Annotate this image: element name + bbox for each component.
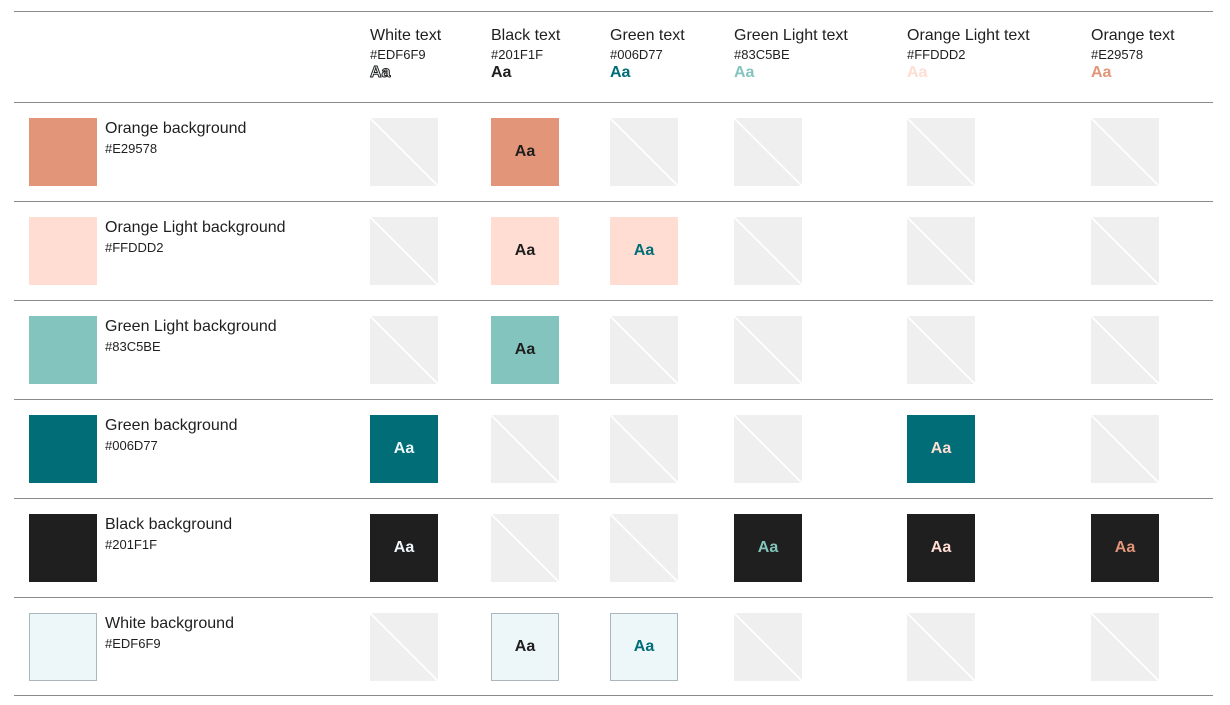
table-row: Black background #201F1F Aa Aa Aa Aa	[0, 498, 1230, 596]
not-accessible-cell	[610, 415, 678, 483]
background-swatch	[29, 613, 97, 681]
not-accessible-cell	[1091, 415, 1159, 483]
contrast-sample-cell: Aa	[610, 217, 678, 285]
table-bottom-rule	[14, 695, 1213, 696]
contrast-sample-cell: Aa	[370, 514, 438, 582]
row-rule	[14, 399, 1213, 400]
table-row: Orange Light background #FFDDD2 Aa Aa	[0, 201, 1230, 299]
not-accessible-cell	[370, 217, 438, 285]
contrast-sample-cell: Aa	[610, 613, 678, 681]
text-sample: Aa	[907, 64, 928, 81]
contrast-sample-cell: Aa	[907, 415, 975, 483]
not-accessible-cell	[907, 316, 975, 384]
not-accessible-cell	[491, 514, 559, 582]
column-name: Green Light text	[734, 27, 848, 44]
not-accessible-cell	[1091, 217, 1159, 285]
contrast-sample-cell: Aa	[491, 613, 559, 681]
not-accessible-cell	[907, 118, 975, 186]
not-accessible-cell	[610, 118, 678, 186]
column-hex: #EDF6F9	[370, 47, 426, 62]
text-sample: Aa	[734, 64, 755, 81]
not-accessible-cell	[734, 415, 802, 483]
background-name: Orange background	[105, 120, 247, 137]
column-header: Orange text #E29578 Aa	[1091, 26, 1175, 83]
background-name: White background	[105, 615, 234, 632]
table-top-rule	[14, 11, 1213, 12]
column-hex: #FFDDD2	[907, 47, 966, 62]
contrast-sample-cell: Aa	[370, 415, 438, 483]
contrast-sample-cell: Aa	[1091, 514, 1159, 582]
column-header: Green text #006D77 Aa	[610, 26, 685, 83]
not-accessible-cell	[734, 118, 802, 186]
background-swatch	[29, 415, 97, 483]
not-accessible-cell	[370, 118, 438, 186]
not-accessible-cell	[734, 316, 802, 384]
not-accessible-cell	[734, 217, 802, 285]
not-accessible-cell	[1091, 118, 1159, 186]
background-hex: #83C5BE	[105, 339, 161, 354]
row-rule	[14, 300, 1213, 301]
background-name: Black background	[105, 516, 233, 533]
column-hex: #E29578	[1091, 47, 1144, 62]
column-name: White text	[370, 27, 442, 44]
text-sample: Aa	[491, 64, 512, 81]
not-accessible-cell	[1091, 613, 1159, 681]
contrast-sample-cell: Aa	[491, 316, 559, 384]
background-hex: #FFDDD2	[105, 240, 164, 255]
not-accessible-cell	[370, 613, 438, 681]
not-accessible-cell	[491, 415, 559, 483]
table-row: White background #EDF6F9 Aa Aa	[0, 597, 1230, 695]
column-name: Orange text	[1091, 27, 1175, 44]
background-name: Green background	[105, 417, 238, 434]
column-hex: #83C5BE	[734, 47, 790, 62]
row-rule	[14, 102, 1213, 103]
background-name: Orange Light background	[105, 219, 286, 236]
column-header: Black text #201F1F Aa	[491, 26, 560, 83]
contrast-sample-cell: Aa	[907, 514, 975, 582]
row-rule	[14, 201, 1213, 202]
column-name: Orange Light text	[907, 27, 1030, 44]
column-name: Black text	[491, 27, 561, 44]
not-accessible-cell	[907, 613, 975, 681]
column-header: Orange Light text #FFDDD2 Aa	[907, 26, 1030, 83]
contrast-sample-cell: Aa	[491, 118, 559, 186]
contrast-sample-cell: Aa	[734, 514, 802, 582]
table-row: Green background #006D77 Aa Aa	[0, 399, 1230, 497]
not-accessible-cell	[907, 217, 975, 285]
not-accessible-cell	[610, 316, 678, 384]
not-accessible-cell	[1091, 316, 1159, 384]
background-swatch	[29, 118, 97, 186]
background-hex: #201F1F	[105, 537, 158, 552]
not-accessible-cell	[734, 613, 802, 681]
text-sample: Aa	[610, 64, 631, 81]
column-hex: #006D77	[610, 47, 663, 62]
text-sample: Aa	[1091, 64, 1112, 81]
column-header: White text #EDF6F9 Aa	[369, 26, 442, 83]
background-hex: #EDF6F9	[105, 636, 161, 651]
table-row: Orange background #E29578 Aa	[0, 102, 1230, 200]
contrast-sample-cell: Aa	[491, 217, 559, 285]
not-accessible-cell	[610, 514, 678, 582]
table-row: Green Light background #83C5BE Aa	[0, 300, 1230, 398]
background-hex: #006D77	[105, 438, 158, 453]
column-hex: #201F1F	[491, 47, 544, 62]
background-name: Green Light background	[105, 318, 277, 335]
background-swatch	[29, 514, 97, 582]
background-hex: #E29578	[105, 141, 158, 156]
background-swatch	[29, 217, 97, 285]
background-swatch	[29, 316, 97, 384]
row-rule	[14, 498, 1213, 499]
text-sample: Aa	[369, 64, 391, 82]
column-header: Green Light text #83C5BE Aa	[734, 26, 848, 83]
not-accessible-cell	[370, 316, 438, 384]
column-name: Green text	[610, 27, 685, 44]
row-rule	[14, 597, 1213, 598]
